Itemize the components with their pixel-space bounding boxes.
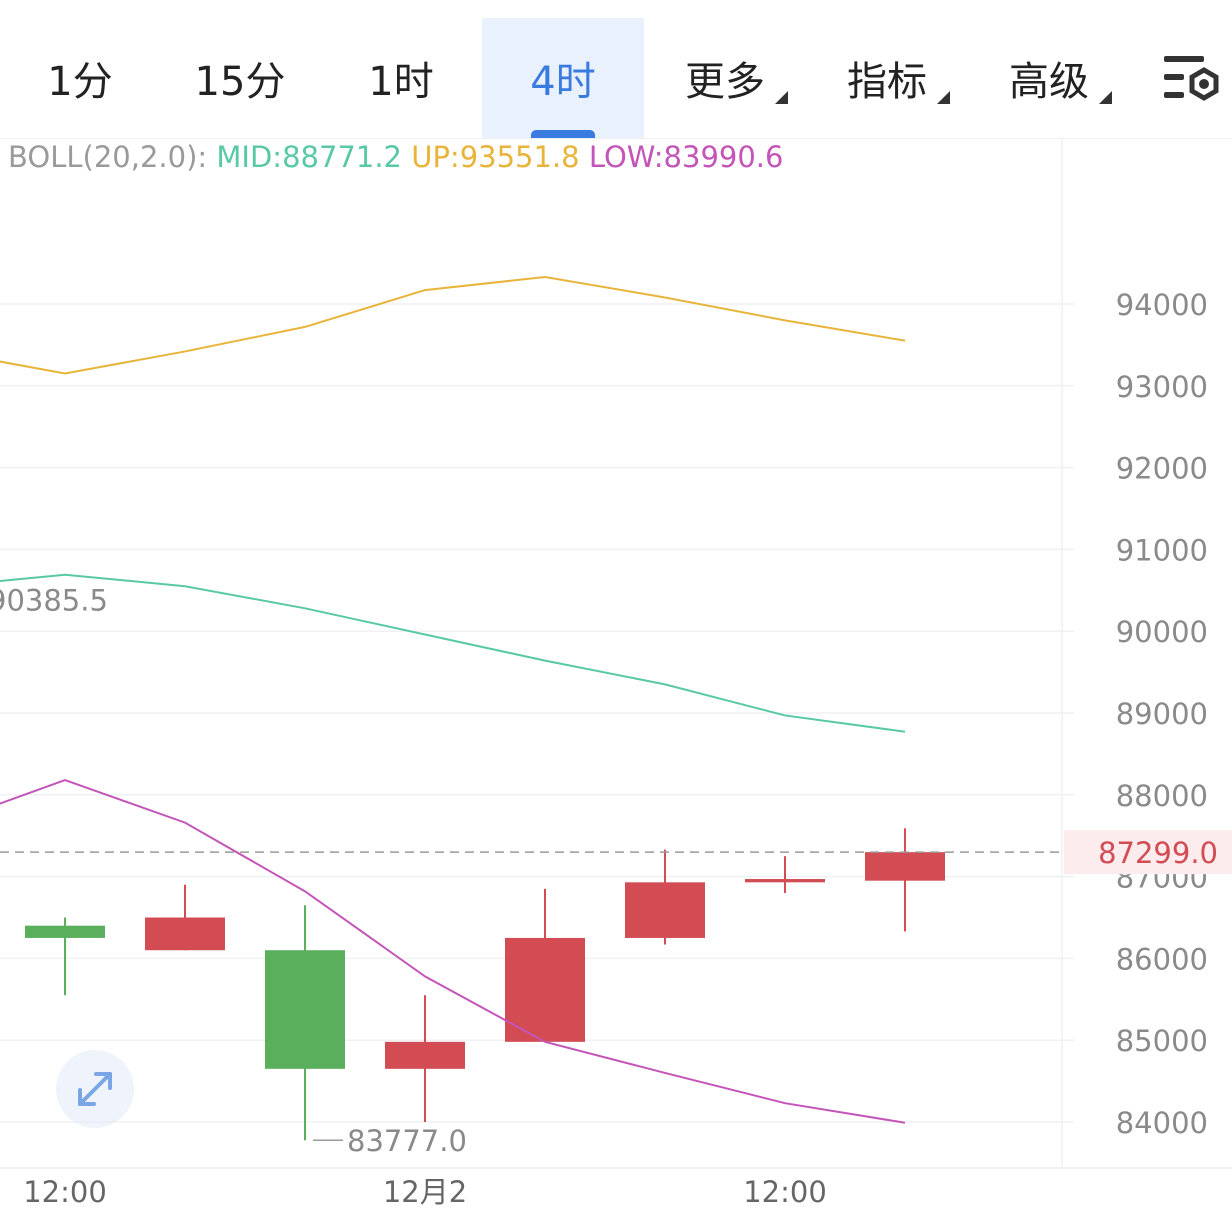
candlestick-chart[interactable]: 9400093000920009100090000890008800087000… <box>0 138 1232 1216</box>
boll-legend: BOLL(20,2.0): MID:88771.2 UP:93551.8 LOW… <box>8 140 783 174</box>
boll-mid-value: MID:88771.2 <box>216 140 402 174</box>
y-tick-label: 85000 <box>1116 1024 1208 1058</box>
boll-mid-line <box>0 573 906 733</box>
x-tick-label: 12:00 <box>743 1175 827 1209</box>
timeframe-toolbar: 1分 15分 1时 4时 更多 指标 高级 <box>0 0 1232 139</box>
tab-advanced[interactable]: 高级 <box>968 18 1130 138</box>
y-tick-label: 84000 <box>1116 1106 1208 1140</box>
expand-icon <box>78 1072 112 1106</box>
candle-body <box>25 925 105 938</box>
y-tick-label: 90000 <box>1116 615 1208 649</box>
y-tick-label: 93000 <box>1116 370 1208 404</box>
x-tick-label: 12月2 <box>383 1175 467 1209</box>
candle-body <box>865 852 945 881</box>
low-annotation-label: 83777.0 <box>347 1124 467 1158</box>
expand-chart-button[interactable] <box>56 1050 134 1128</box>
tab-label-wrap: 更多 <box>685 49 765 107</box>
boll-upper-line <box>0 275 906 375</box>
boll-lower-line <box>0 779 906 1124</box>
side-annotation-label: 90385.5 <box>0 584 108 618</box>
y-tick-label: 92000 <box>1116 452 1208 486</box>
dropdown-caret-icon <box>937 91 950 104</box>
tab-label: 更多 <box>685 59 765 105</box>
tab-4hour[interactable]: 4时 <box>482 18 644 138</box>
boll-name: BOLL(20,2.0): <box>8 140 208 174</box>
y-tick-label: 89000 <box>1116 697 1208 731</box>
y-tick-label: 91000 <box>1116 533 1208 567</box>
boll-up-value: UP:93551.8 <box>411 140 580 174</box>
chart-settings-icon[interactable] <box>1162 52 1222 108</box>
y-tick-label: 94000 <box>1116 288 1208 322</box>
current-price-tag-bg <box>1064 830 1232 875</box>
dropdown-caret-icon <box>775 91 788 104</box>
tab-label: 指标 <box>847 59 927 105</box>
tab-more[interactable]: 更多 <box>644 18 806 138</box>
tab-label: 1时 <box>368 59 434 105</box>
tab-1min[interactable]: 1分 <box>0 18 160 138</box>
tab-1hour[interactable]: 1时 <box>320 18 482 138</box>
dropdown-caret-icon <box>1099 91 1112 104</box>
candle-body <box>265 950 345 1069</box>
active-tab-indicator <box>531 130 595 138</box>
candle-body <box>625 882 705 938</box>
boll-low-value: LOW:83990.6 <box>588 140 784 174</box>
current-price-label: 87299.0 <box>1098 836 1218 870</box>
candle-body <box>745 879 825 883</box>
tab-indicators[interactable]: 指标 <box>806 18 968 138</box>
y-tick-label: 88000 <box>1116 779 1208 813</box>
tab-label: 1分 <box>47 59 113 105</box>
x-tick-label: 12:00 <box>23 1175 107 1209</box>
tab-label: 15分 <box>194 59 286 105</box>
candle-body <box>385 1041 465 1069</box>
candle-body <box>505 937 585 1042</box>
tab-label: 高级 <box>1009 59 1089 105</box>
y-tick-label: 86000 <box>1116 942 1208 976</box>
tab-label: 4时 <box>530 59 596 105</box>
tab-15min[interactable]: 15分 <box>160 18 320 138</box>
candle-body <box>145 917 225 951</box>
